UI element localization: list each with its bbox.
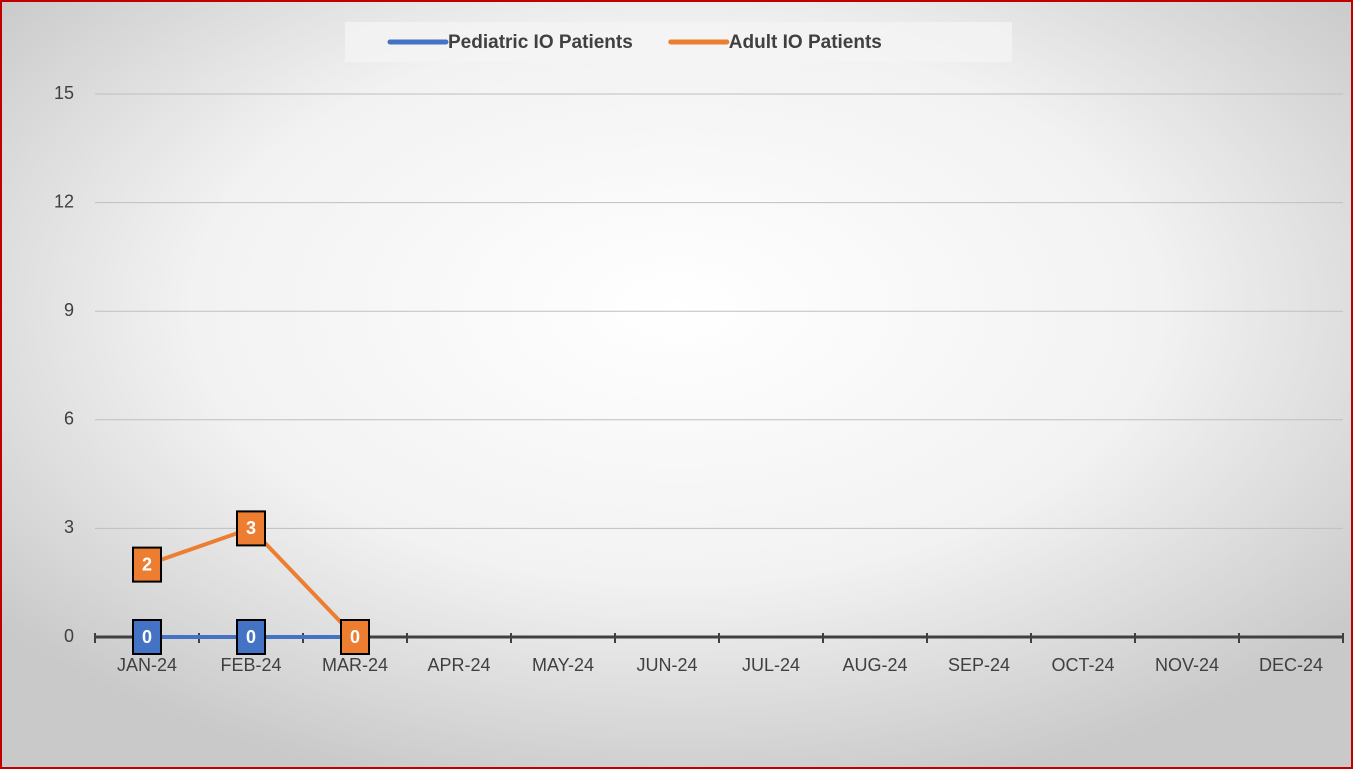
data-label: 0 <box>246 627 256 647</box>
x-tick-label: JUL-24 <box>742 655 800 675</box>
data-label-box <box>132 546 162 583</box>
x-tick-label: MAY-24 <box>532 655 594 675</box>
x-tick-label: DEC-24 <box>1259 655 1323 675</box>
data-label-box <box>340 619 370 655</box>
x-tick-label: OCT-24 <box>1051 655 1114 675</box>
data-label-box <box>132 619 162 655</box>
x-tick-label: AUG-24 <box>842 655 907 675</box>
legend-label: Pediatric IO Patients <box>448 32 633 53</box>
x-tick-label: NOV-24 <box>1155 655 1219 675</box>
legend-label: Adult IO Patients <box>729 32 882 53</box>
x-tick-label: FEB-24 <box>220 655 281 675</box>
x-tick-label: APR-24 <box>427 655 490 675</box>
data-label-box <box>236 619 266 655</box>
data-label: 2 <box>142 554 152 574</box>
x-tick-label: SEP-24 <box>948 655 1010 675</box>
data-label: 0 <box>142 627 152 647</box>
x-tick-label: JUN-24 <box>636 655 697 675</box>
y-tick-label: 0 <box>64 626 74 646</box>
y-tick-label: 6 <box>64 409 74 429</box>
x-tick-label: MAR-24 <box>322 655 388 675</box>
y-tick-label: 15 <box>54 83 74 103</box>
data-label: 0 <box>350 627 360 647</box>
data-label-box <box>236 510 266 547</box>
y-tick-label: 12 <box>54 191 74 211</box>
data-label: 3 <box>246 518 256 538</box>
x-tick-label: JAN-24 <box>117 655 177 675</box>
y-tick-label: 9 <box>64 300 74 320</box>
y-tick-label: 3 <box>64 517 74 537</box>
